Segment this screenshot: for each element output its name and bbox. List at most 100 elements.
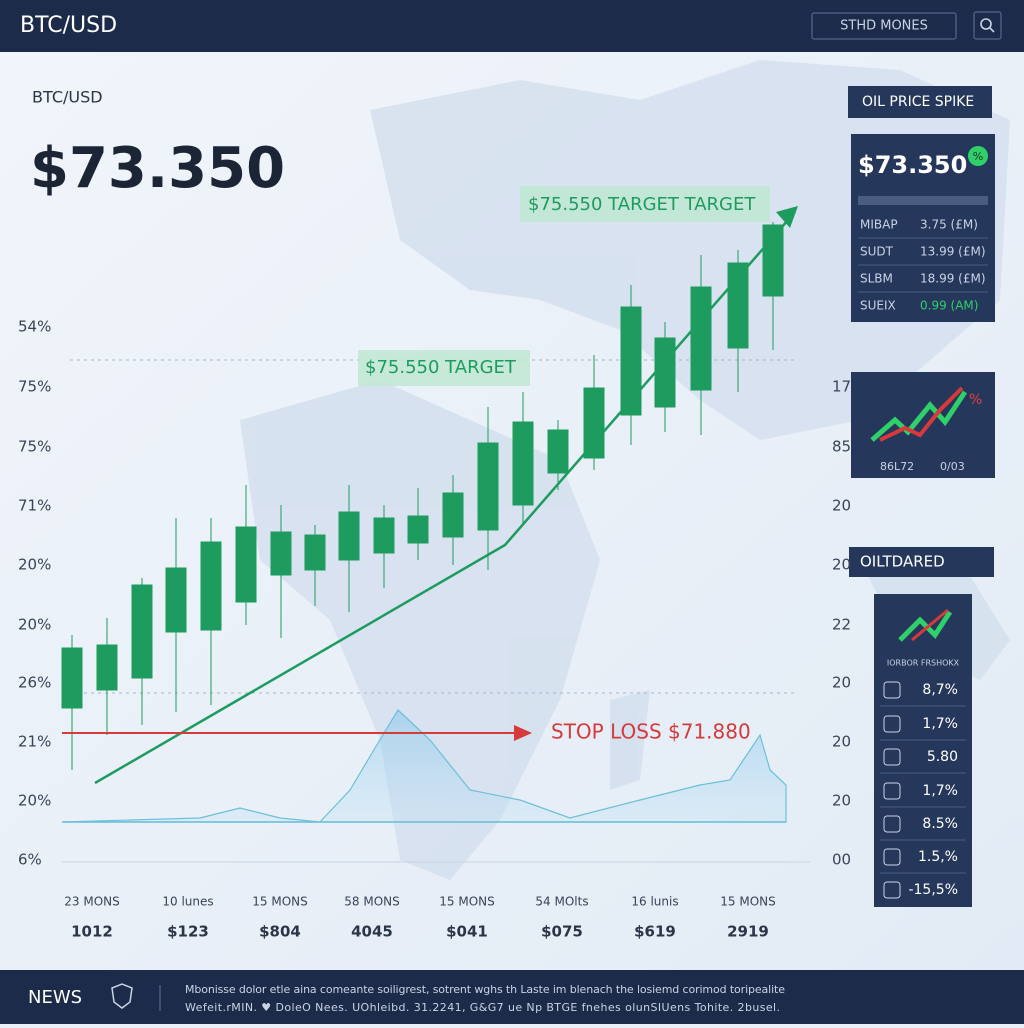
x-value: 1012: [71, 923, 113, 941]
stop-label: STOP LOSS $71.880: [551, 720, 751, 744]
target-box: [358, 350, 530, 386]
row-value: 8,7%: [922, 682, 958, 698]
x-value: 4045: [351, 923, 393, 941]
x-label: 10 lunes: [162, 895, 213, 909]
x-value: $123: [167, 923, 209, 941]
row-icon: [883, 782, 901, 800]
row-icon: [883, 881, 901, 899]
volume-area: [61, 709, 787, 823]
left-axis-label: 75%: [18, 438, 51, 456]
news-line: Mbonisse dolor etle aina comeante soilig…: [185, 983, 785, 996]
panel-title: OIL PRICE SPIKE: [862, 94, 974, 110]
panel: [851, 134, 995, 322]
row-value: 0.99 (AM): [920, 299, 978, 313]
row-name: MIBAP: [860, 218, 898, 232]
row-name: SLBM: [860, 272, 893, 286]
right-axis-label: 00: [832, 851, 851, 869]
trend-icon: [870, 390, 968, 442]
footer-bar: [0, 970, 1024, 1024]
panel-foot: 86L72: [880, 460, 914, 473]
target-box: [520, 186, 770, 222]
row-icon: [883, 748, 901, 766]
panel: [851, 372, 995, 478]
trend-icon: [911, 608, 949, 642]
search-icon: [989, 27, 995, 33]
row-icon: [883, 815, 901, 833]
x-label: 54 MOlts: [535, 895, 588, 909]
panel-title: OILTDARED: [860, 553, 945, 571]
left-axis-label: 6%: [18, 851, 42, 869]
search-text: STHD MONES: [840, 19, 928, 34]
candlesticks: [61, 222, 784, 770]
target-label: $75.550 TARGET: [365, 357, 517, 378]
row-value: -15,5%: [908, 882, 958, 898]
x-value: $041: [446, 923, 488, 941]
x-value: $619: [634, 923, 676, 941]
shield-icon: [111, 983, 133, 1009]
x-label: 58 MONS: [344, 895, 399, 909]
panel-foot: 0/03: [940, 460, 965, 473]
row-value: 1.5,%: [918, 849, 958, 865]
x-value: 2919: [727, 923, 769, 941]
panel-badge: [968, 146, 988, 166]
row-name: SUEIX: [860, 299, 896, 313]
target-label: $75.550 TARGET TARGET: [528, 194, 756, 215]
header-title: BTC/USD: [20, 13, 117, 38]
right-axis-label: 17: [832, 378, 851, 396]
row-value: 3.75 (£M): [920, 218, 978, 232]
x-label: 15 MONS: [252, 895, 307, 909]
right-axis-label: 20: [832, 556, 851, 574]
search-field[interactable]: [811, 12, 957, 40]
row-icon: [883, 681, 901, 699]
panel-title-box: [848, 86, 992, 118]
panel-price: $73.350: [858, 151, 967, 179]
left-axis-label: 71%: [18, 497, 51, 515]
left-axis-label: 20%: [18, 792, 51, 810]
stop-arrow: [514, 725, 532, 741]
x-value: $804: [259, 923, 301, 941]
pair-label: BTC/USD: [32, 88, 103, 107]
panel-badge-text: %: [973, 150, 983, 163]
left-axis-label: 20%: [18, 616, 51, 634]
trend-line: [94, 211, 796, 785]
row-value: 1,7%: [922, 783, 958, 799]
row-icon: [883, 715, 901, 733]
trend-icon: [879, 386, 964, 442]
x-label: 15 MONS: [720, 895, 775, 909]
header-bar: [0, 0, 1024, 52]
trend-arrow: [776, 206, 798, 228]
row-name: SUDT: [860, 245, 894, 259]
right-axis-label: 20: [832, 792, 851, 810]
panel: [874, 594, 972, 907]
price: $73.350: [30, 136, 285, 201]
world-map: [240, 60, 1010, 880]
news-label: NEWS: [28, 987, 82, 1008]
right-axis-label: 20: [832, 497, 851, 515]
panel-badge: %: [969, 392, 982, 408]
x-value: $075: [541, 923, 583, 941]
x-label: 23 MONS: [64, 895, 119, 909]
left-axis-label: 21%: [18, 733, 51, 751]
right-axis-label: 85: [832, 438, 851, 456]
row-value: 18.99 (£M): [920, 272, 986, 286]
search-icon: [980, 18, 992, 30]
right-axis-label: 20: [832, 733, 851, 751]
right-axis-label: 20: [832, 674, 851, 692]
row-value: 13.99 (£M): [920, 245, 986, 259]
search-button[interactable]: [973, 11, 1002, 40]
news-line: Wefeit.rMIN. ♥ DoleO Nees. UOhleibd. 31.…: [185, 1001, 780, 1014]
x-label: 16 lunis: [631, 895, 678, 909]
left-axis-label: 54%: [18, 318, 51, 336]
panel-bar: [858, 196, 988, 205]
row-icon: [883, 848, 901, 866]
row-value: 1,7%: [922, 716, 958, 732]
left-axis-label: 26%: [18, 674, 51, 692]
row-value: 5.80: [927, 749, 958, 765]
panel-header: IORBOR FRSHOKX: [887, 659, 960, 668]
row-value: 8.5%: [922, 816, 958, 832]
right-axis-label: 22: [832, 616, 851, 634]
left-axis-label: 75%: [18, 378, 51, 396]
panel-title-box: [849, 547, 994, 577]
